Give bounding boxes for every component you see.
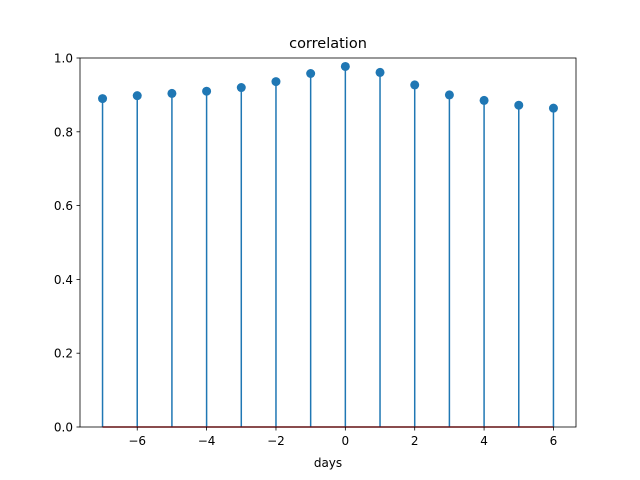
stem-marker (340, 61, 350, 71)
stem-marker (98, 94, 108, 104)
y-tick-label: 0.4 (54, 273, 73, 287)
stem-marker (236, 83, 246, 93)
x-tick-label: 0 (342, 434, 350, 448)
stem-marker (202, 86, 212, 96)
x-tick-label: 6 (550, 434, 558, 448)
y-tick-label: 0.2 (54, 347, 73, 361)
stem-marker (271, 77, 281, 87)
x-tick-label: −4 (198, 434, 216, 448)
x-tick-label: −6 (128, 434, 146, 448)
stem-marker (306, 68, 316, 78)
x-tick-label: 2 (411, 434, 419, 448)
stem-marker (375, 67, 385, 77)
x-tick-label: 4 (480, 434, 488, 448)
stem-marker (132, 91, 142, 101)
x-axis-label: days (314, 456, 342, 470)
axes-frame (79, 57, 577, 428)
stem-marker (167, 88, 177, 98)
stem-marker (410, 80, 420, 90)
stem-marker (548, 103, 558, 113)
y-tick-label: 0.0 (54, 421, 73, 435)
stem-marker (514, 100, 524, 110)
y-tick-label: 0.8 (54, 125, 73, 139)
x-tick-label: −2 (267, 434, 285, 448)
stem-marker (444, 90, 454, 100)
y-tick-label: 0.6 (54, 199, 73, 213)
stem-marker (479, 95, 489, 105)
y-tick-label: 1.0 (54, 52, 73, 66)
chart-title: correlation (289, 36, 367, 52)
plot-area: −6 −4 −2 0 2 4 6 0.0 0.2 0.4 0.6 0.8 1.0 (54, 52, 577, 448)
